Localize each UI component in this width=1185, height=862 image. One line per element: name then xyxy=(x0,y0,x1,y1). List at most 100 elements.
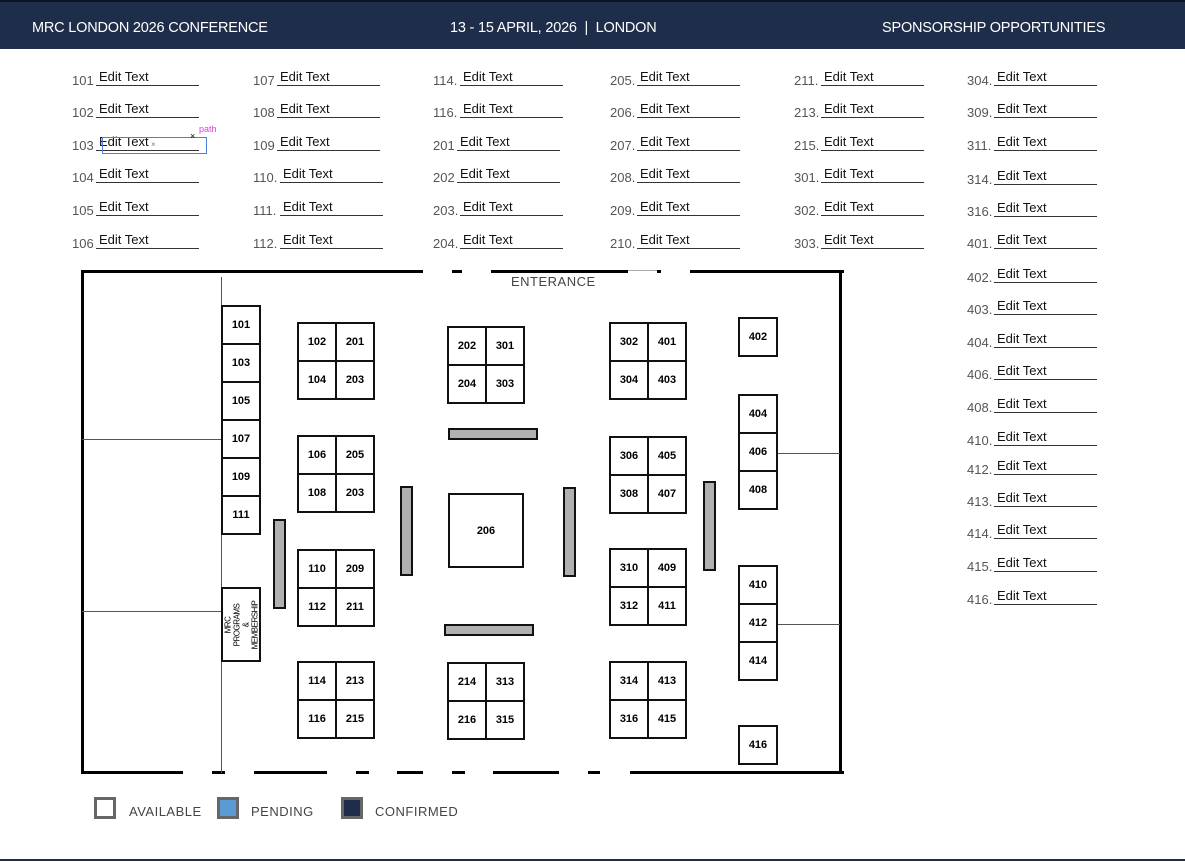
booth-108[interactable]: 108 xyxy=(297,473,337,513)
booth-206[interactable]: 206 xyxy=(448,493,524,568)
sponsor-name-input[interactable]: Edit Text xyxy=(994,430,1097,446)
booth-310[interactable]: 310 xyxy=(609,548,649,588)
sponsor-name-input[interactable]: Edit Text xyxy=(457,167,560,183)
booth-106[interactable]: 106 xyxy=(297,435,337,475)
booth-214[interactable]: 214 xyxy=(447,662,487,702)
booth-408[interactable]: 408 xyxy=(738,470,778,510)
sponsor-name-input[interactable]: Edit Text xyxy=(280,233,383,249)
sponsor-name-input[interactable]: Edit Text xyxy=(994,201,1097,217)
sponsor-name-input[interactable]: Edit Text xyxy=(460,70,563,86)
sponsor-name-input[interactable]: Edit Text xyxy=(821,200,924,216)
booth-215[interactable]: 215 xyxy=(335,699,375,739)
sponsor-name-input[interactable]: Edit Text xyxy=(637,200,740,216)
booth-110[interactable]: 110 xyxy=(297,549,337,589)
sponsor-name-input[interactable]: Edit Text xyxy=(994,523,1097,539)
sponsor-name-input[interactable]: Edit Text xyxy=(994,397,1097,413)
booth-411[interactable]: 411 xyxy=(647,586,687,626)
booth-mrc-programs[interactable]: MRC PROGRAMS & MEMBERSHIP xyxy=(221,587,261,662)
booth-416[interactable]: 416 xyxy=(738,725,778,765)
sponsor-name-input[interactable]: Edit Text xyxy=(460,200,563,216)
sponsor-name-input[interactable]: Edit Text xyxy=(637,102,740,118)
booth-203[interactable]: 203 xyxy=(335,473,375,513)
booth-102[interactable]: 102 xyxy=(297,322,337,362)
booth-402[interactable]: 402 xyxy=(738,317,778,357)
sponsor-name-input[interactable]: Edit Text xyxy=(994,364,1097,380)
sponsor-name-input[interactable]: Edit Text xyxy=(821,102,924,118)
sponsor-name-input[interactable]: Edit Text xyxy=(821,70,924,86)
booth-111[interactable]: 111 xyxy=(221,495,261,535)
booth-213[interactable]: 213 xyxy=(335,661,375,701)
booth-109[interactable]: 109 xyxy=(221,457,261,497)
sponsor-name-input[interactable]: Edit Text xyxy=(821,167,924,183)
booth-409[interactable]: 409 xyxy=(647,548,687,588)
booth-405[interactable]: 405 xyxy=(647,436,687,476)
booth-303[interactable]: 303 xyxy=(485,364,525,404)
booth-306[interactable]: 306 xyxy=(609,436,649,476)
booth-103[interactable]: 103 xyxy=(221,343,261,383)
sponsor-name-input[interactable]: Edit Text xyxy=(994,233,1097,249)
sponsor-name-input[interactable]: Edit Text xyxy=(994,299,1097,315)
sponsor-name-input[interactable]: Edit Text xyxy=(96,70,199,86)
sponsor-name-input[interactable]: Edit Text xyxy=(994,267,1097,283)
booth-107[interactable]: 107 xyxy=(221,419,261,459)
booth-301[interactable]: 301 xyxy=(485,326,525,366)
booth-406[interactable]: 406 xyxy=(738,432,778,472)
booth-415[interactable]: 415 xyxy=(647,699,687,739)
booth-403[interactable]: 403 xyxy=(647,360,687,400)
booth-410[interactable]: 410 xyxy=(738,565,778,605)
booth-209[interactable]: 209 xyxy=(335,549,375,589)
sponsor-name-input[interactable]: Edit Text xyxy=(821,233,924,249)
booth-114[interactable]: 114 xyxy=(297,661,337,701)
booth-407[interactable]: 407 xyxy=(647,474,687,514)
sponsor-name-input[interactable]: Edit Text xyxy=(994,589,1097,605)
booth-205[interactable]: 205 xyxy=(335,435,375,475)
sponsor-name-input[interactable]: Edit Text xyxy=(277,102,380,118)
booth-116[interactable]: 116 xyxy=(297,699,337,739)
sponsor-name-input[interactable]: Edit Text xyxy=(96,233,199,249)
sponsor-name-input[interactable]: Edit Text xyxy=(637,233,740,249)
sponsor-name-input[interactable]: Edit Text xyxy=(96,135,199,151)
sponsor-name-input[interactable]: Edit Text xyxy=(994,70,1097,86)
booth-308[interactable]: 308 xyxy=(609,474,649,514)
booth-302[interactable]: 302 xyxy=(609,322,649,362)
sponsor-name-input[interactable]: Edit Text xyxy=(96,167,199,183)
sponsor-name-input[interactable]: Edit Text xyxy=(96,200,199,216)
sponsor-name-input[interactable]: Edit Text xyxy=(994,135,1097,151)
booth-203[interactable]: 203 xyxy=(335,360,375,400)
booth-104[interactable]: 104 xyxy=(297,360,337,400)
booth-101[interactable]: 101 xyxy=(221,305,261,345)
booth-211[interactable]: 211 xyxy=(335,587,375,627)
sponsor-name-input[interactable]: Edit Text xyxy=(457,135,560,151)
booth-112[interactable]: 112 xyxy=(297,587,337,627)
booth-413[interactable]: 413 xyxy=(647,661,687,701)
sponsor-name-input[interactable]: Edit Text xyxy=(277,70,380,86)
sponsor-name-input[interactable]: Edit Text xyxy=(637,70,740,86)
booth-204[interactable]: 204 xyxy=(447,364,487,404)
booth-202[interactable]: 202 xyxy=(447,326,487,366)
booth-304[interactable]: 304 xyxy=(609,360,649,400)
booth-201[interactable]: 201 xyxy=(335,322,375,362)
booth-216[interactable]: 216 xyxy=(447,700,487,740)
sponsor-name-input[interactable]: Edit Text xyxy=(994,491,1097,507)
sponsor-name-input[interactable]: Edit Text xyxy=(994,556,1097,572)
sponsor-name-input[interactable]: Edit Text xyxy=(637,167,740,183)
booth-412[interactable]: 412 xyxy=(738,603,778,643)
booth-414[interactable]: 414 xyxy=(738,641,778,681)
sponsor-name-input[interactable]: Edit Text xyxy=(994,102,1097,118)
sponsor-name-input[interactable]: Edit Text xyxy=(280,167,383,183)
booth-401[interactable]: 401 xyxy=(647,322,687,362)
booth-315[interactable]: 315 xyxy=(485,700,525,740)
sponsor-name-input[interactable]: Edit Text xyxy=(280,200,383,216)
booth-316[interactable]: 316 xyxy=(609,699,649,739)
booth-313[interactable]: 313 xyxy=(485,662,525,702)
sponsor-name-input[interactable]: Edit Text xyxy=(821,135,924,151)
booth-312[interactable]: 312 xyxy=(609,586,649,626)
sponsor-name-input[interactable]: Edit Text xyxy=(994,169,1097,185)
sponsor-name-input[interactable]: Edit Text xyxy=(994,332,1097,348)
sponsor-name-input[interactable]: Edit Text xyxy=(460,233,563,249)
booth-105[interactable]: 105 xyxy=(221,381,261,421)
booth-314[interactable]: 314 xyxy=(609,661,649,701)
sponsor-name-input[interactable]: Edit Text xyxy=(277,135,380,151)
sponsor-name-input[interactable]: Edit Text xyxy=(460,102,563,118)
sponsor-name-input[interactable]: Edit Text xyxy=(637,135,740,151)
